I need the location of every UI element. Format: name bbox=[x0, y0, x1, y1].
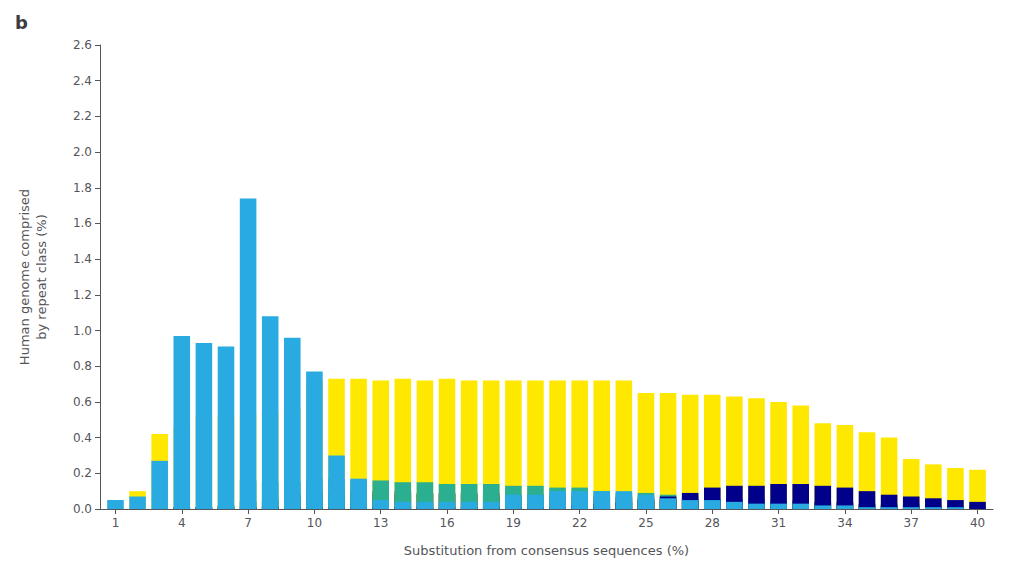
svg-text:0.0: 0.0 bbox=[73, 502, 92, 516]
svg-text:2.2: 2.2 bbox=[73, 109, 92, 123]
svg-text:0.2: 0.2 bbox=[73, 466, 92, 480]
svg-text:1: 1 bbox=[112, 516, 120, 530]
svg-text:1.0: 1.0 bbox=[73, 324, 92, 338]
svg-text:1.2: 1.2 bbox=[73, 288, 92, 302]
svg-text:10: 10 bbox=[307, 516, 322, 530]
svg-text:1.6: 1.6 bbox=[73, 216, 92, 230]
svg-text:by repeat class (%): by repeat class (%) bbox=[34, 214, 49, 339]
svg-text:Human genome comprised: Human genome comprised bbox=[17, 189, 32, 365]
svg-text:Substitution from consensus se: Substitution from consensus sequences (%… bbox=[404, 543, 689, 558]
svg-text:16: 16 bbox=[439, 516, 454, 530]
svg-text:13: 13 bbox=[373, 516, 388, 530]
svg-text:31: 31 bbox=[771, 516, 786, 530]
svg-text:19: 19 bbox=[506, 516, 521, 530]
svg-text:0.6: 0.6 bbox=[73, 395, 92, 409]
svg-text:4: 4 bbox=[178, 516, 186, 530]
svg-text:40: 40 bbox=[970, 516, 985, 530]
svg-text:25: 25 bbox=[638, 516, 653, 530]
svg-text:0.4: 0.4 bbox=[73, 431, 92, 445]
svg-text:b: b bbox=[15, 12, 28, 33]
svg-text:28: 28 bbox=[705, 516, 720, 530]
svg-text:2.0: 2.0 bbox=[73, 145, 92, 159]
svg-text:34: 34 bbox=[837, 516, 852, 530]
svg-text:7: 7 bbox=[244, 516, 252, 530]
svg-text:22: 22 bbox=[572, 516, 587, 530]
svg-text:0.8: 0.8 bbox=[73, 359, 92, 373]
svg-text:2.6: 2.6 bbox=[73, 38, 92, 52]
svg-text:1.4: 1.4 bbox=[73, 252, 92, 266]
svg-text:37: 37 bbox=[904, 516, 919, 530]
svg-text:1.8: 1.8 bbox=[73, 181, 92, 195]
svg-text:2.4: 2.4 bbox=[73, 74, 92, 88]
